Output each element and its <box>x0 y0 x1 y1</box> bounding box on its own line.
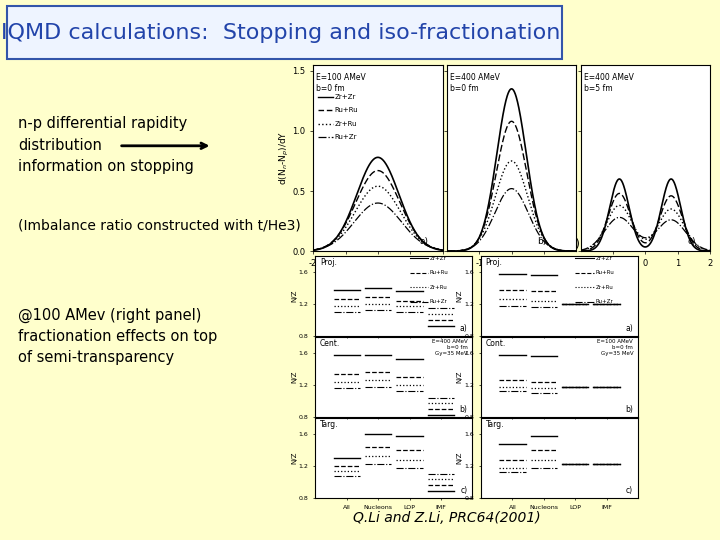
Text: E=400 AMeV
b=0 fm
Gy=35 MeV: E=400 AMeV b=0 fm Gy=35 MeV <box>432 339 467 356</box>
Text: E=400 AMeV
b=0 fm: E=400 AMeV b=0 fm <box>450 73 500 93</box>
Text: c): c) <box>688 237 696 246</box>
Y-axis label: N/Z: N/Z <box>456 370 463 383</box>
Text: Cont.: Cont. <box>486 339 506 348</box>
Text: Ru+Ru: Ru+Ru <box>595 270 614 275</box>
Text: distribution: distribution <box>18 138 102 153</box>
Text: Zr+Zr: Zr+Zr <box>334 94 356 100</box>
Text: E=100 AMeV
b=0 fm: E=100 AMeV b=0 fm <box>316 73 366 93</box>
Text: b): b) <box>460 404 467 414</box>
Text: information on stopping: information on stopping <box>18 159 194 174</box>
Text: Proj.: Proj. <box>486 258 503 267</box>
Text: IQMD calculations:  Stopping and iso-fractionation: IQMD calculations: Stopping and iso-frac… <box>1 23 560 44</box>
Text: Ru+Zr: Ru+Zr <box>334 134 356 140</box>
Text: Zr+Ru: Zr+Ru <box>334 121 356 127</box>
Text: Targ.: Targ. <box>486 420 504 429</box>
Text: Q.Li and Z.Li, PRC64(2001): Q.Li and Z.Li, PRC64(2001) <box>353 511 540 525</box>
Text: (Imbalance ratio constructed with t/He3): (Imbalance ratio constructed with t/He3) <box>18 219 301 233</box>
Text: n-p differential rapidity: n-p differential rapidity <box>18 116 187 131</box>
Text: Ru+Ru: Ru+Ru <box>334 107 358 113</box>
Text: Zr+Ru: Zr+Ru <box>595 285 613 289</box>
Text: @100 AMev (right panel)
fractionation effects on top
of semi-transparency: @100 AMev (right panel) fractionation ef… <box>18 308 217 365</box>
Y-axis label: N/Z: N/Z <box>456 451 463 464</box>
Text: Ru+Zr: Ru+Zr <box>595 299 613 304</box>
Text: Zr+Zr: Zr+Zr <box>595 256 612 261</box>
Text: Targ.: Targ. <box>320 420 338 429</box>
X-axis label: Y: Y <box>508 269 515 279</box>
Text: (II): (II) <box>564 238 581 251</box>
Text: Ru+Zr: Ru+Zr <box>430 299 448 304</box>
Y-axis label: d(N$_n$-N$_p$)/dY: d(N$_n$-N$_p$)/dY <box>278 131 291 185</box>
Text: Zr+Ru: Zr+Ru <box>430 285 448 289</box>
FancyBboxPatch shape <box>7 6 562 59</box>
Text: b): b) <box>626 404 633 414</box>
Y-axis label: N/Z: N/Z <box>291 451 297 464</box>
Text: E=400 AMeV
b=5 fm: E=400 AMeV b=5 fm <box>584 73 634 93</box>
Y-axis label: N/Z: N/Z <box>291 289 297 302</box>
Text: a): a) <box>420 237 429 246</box>
Text: Ru+Ru: Ru+Ru <box>430 270 449 275</box>
Text: Proj.: Proj. <box>320 258 337 267</box>
Text: E=100 AMeV
b=0 fm
Gy=35 MeV: E=100 AMeV b=0 fm Gy=35 MeV <box>598 339 633 356</box>
Text: c): c) <box>461 485 467 495</box>
Text: a): a) <box>626 323 633 333</box>
Text: a): a) <box>460 323 467 333</box>
Y-axis label: N/Z: N/Z <box>456 289 463 302</box>
Text: Cent.: Cent. <box>320 339 341 348</box>
Text: (I): (I) <box>400 238 413 251</box>
Y-axis label: N/Z: N/Z <box>291 370 297 383</box>
Text: Zr+Zr: Zr+Zr <box>430 256 446 261</box>
Text: b): b) <box>537 237 546 246</box>
Text: c): c) <box>626 485 633 495</box>
